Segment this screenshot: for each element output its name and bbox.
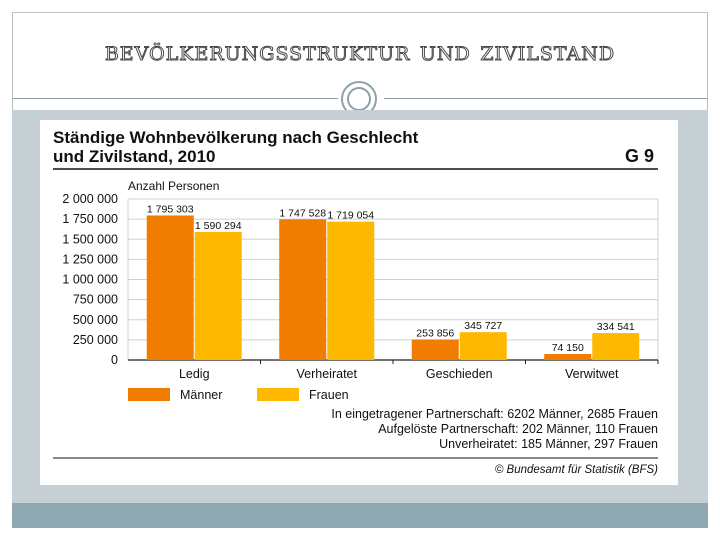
title-divider-left — [12, 98, 338, 99]
y-axis-label: Anzahl Personen — [128, 179, 219, 193]
figure-title-line2: und Zivilstand, 2010 — [53, 147, 216, 166]
note-line-1: In eingetragener Partnerschaft: 6202 Män… — [331, 407, 658, 421]
bar-value-label: 1 795 303 — [147, 203, 194, 215]
y-tick-label: 1 000 000 — [62, 273, 118, 287]
note-line-3: Unverheiratet: 185 Männer, 297 Frauen — [439, 437, 658, 451]
bar-maenner-2 — [411, 339, 459, 360]
y-tick-label: 1 250 000 — [62, 252, 118, 266]
legend-label-frauen: Frauen — [309, 388, 349, 402]
bar-value-label: 1 719 054 — [327, 210, 374, 222]
bar-maenner-3 — [544, 354, 592, 360]
bar-value-label: 345 727 — [464, 320, 502, 332]
bar-frauen-0 — [194, 231, 242, 360]
legend-swatch-frauen — [257, 388, 299, 401]
legend-label-maenner: Männer — [180, 388, 222, 402]
figure-title-line1: Ständige Wohnbevölkerung nach Geschlecht — [53, 128, 419, 147]
bars — [146, 215, 640, 360]
bar-value-label: 334 541 — [597, 321, 635, 333]
figure-code: G 9 — [625, 146, 654, 166]
bar-value-label: 253 856 — [416, 328, 454, 340]
y-tick-label: 1 750 000 — [62, 212, 118, 226]
bar-value-label: 74 150 — [552, 342, 584, 354]
legend-swatch-maenner — [128, 388, 170, 401]
bar-value-label: 1 590 294 — [195, 220, 242, 232]
bar-frauen-1 — [327, 221, 375, 360]
chart-card: Ständige Wohnbevölkerung nach Geschlecht… — [40, 120, 678, 485]
y-tick-label: 250 000 — [73, 333, 118, 347]
y-tick-label: 1 500 000 — [62, 232, 118, 246]
bar-value-label: 1 747 528 — [279, 207, 326, 219]
x-tick-label: Geschieden — [426, 367, 493, 381]
bar-frauen-3 — [592, 333, 640, 360]
x-tick-label: Ledig — [179, 367, 210, 381]
bar-frauen-2 — [459, 332, 507, 360]
x-tick-labels: Ledig Verheiratet Geschieden Verwitwet — [179, 360, 659, 381]
x-tick-label: Verwitwet — [565, 367, 619, 381]
chart-svg: Ständige Wohnbevölkerung nach Geschlecht… — [53, 128, 659, 476]
y-tick-label: 500 000 — [73, 313, 118, 327]
slide-title: Bevölkerungsstruktur und Zivilstand — [104, 36, 616, 68]
bar-maenner-0 — [146, 215, 194, 360]
legend: Männer Frauen — [128, 388, 349, 402]
y-tick-label: 750 000 — [73, 293, 118, 307]
y-tick-labels: 0 250 000 500 000 750 000 1 000 000 1 250 000… — [62, 192, 118, 367]
y-tick-label: 0 — [111, 353, 118, 367]
footer-band — [12, 503, 708, 528]
note-line-2: Aufgelöste Partnerschaft: 202 Männer, 11… — [378, 422, 658, 436]
bar-maenner-1 — [279, 219, 327, 360]
source-credit: © Bundesamt für Statistik (BFS) — [495, 464, 658, 476]
title-divider-right — [384, 98, 708, 99]
x-tick-label: Verheiratet — [297, 367, 358, 381]
y-tick-label: 2 000 000 — [62, 192, 118, 206]
